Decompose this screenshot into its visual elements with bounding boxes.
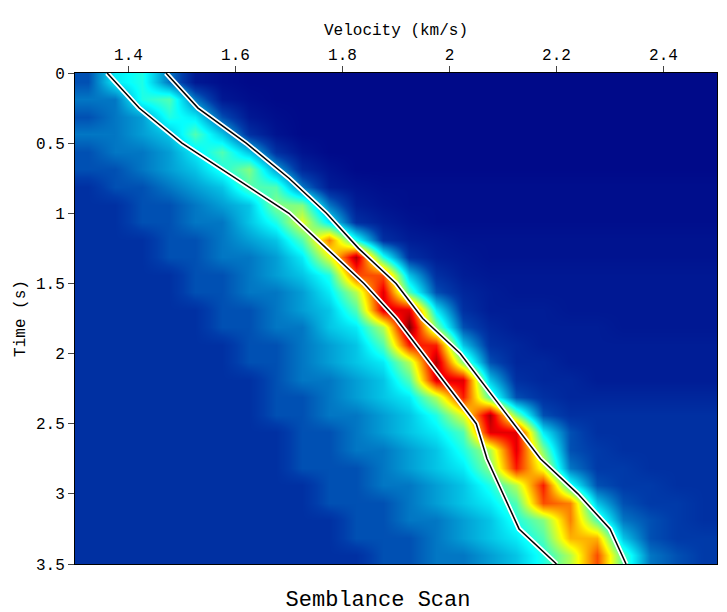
svg-text:1: 1 (55, 206, 65, 224)
svg-text:Time (s): Time (s) (12, 280, 30, 357)
svg-text:3: 3 (55, 486, 65, 504)
svg-text:Velocity (km/s): Velocity (km/s) (324, 22, 468, 40)
svg-text:3.5: 3.5 (36, 557, 65, 575)
svg-text:2.4: 2.4 (649, 47, 678, 65)
svg-text:2: 2 (55, 346, 65, 364)
svg-text:2.2: 2.2 (542, 47, 571, 65)
svg-text:1.5: 1.5 (36, 276, 65, 294)
svg-text:0: 0 (55, 66, 65, 84)
svg-text:2.5: 2.5 (36, 416, 65, 434)
svg-text:1.4: 1.4 (114, 47, 143, 65)
svg-text:Semblance Scan: Semblance Scan (286, 588, 471, 612)
svg-text:0.5: 0.5 (36, 136, 65, 154)
svg-text:2: 2 (445, 47, 455, 65)
svg-text:1.8: 1.8 (328, 47, 357, 65)
svg-text:1.6: 1.6 (221, 47, 250, 65)
